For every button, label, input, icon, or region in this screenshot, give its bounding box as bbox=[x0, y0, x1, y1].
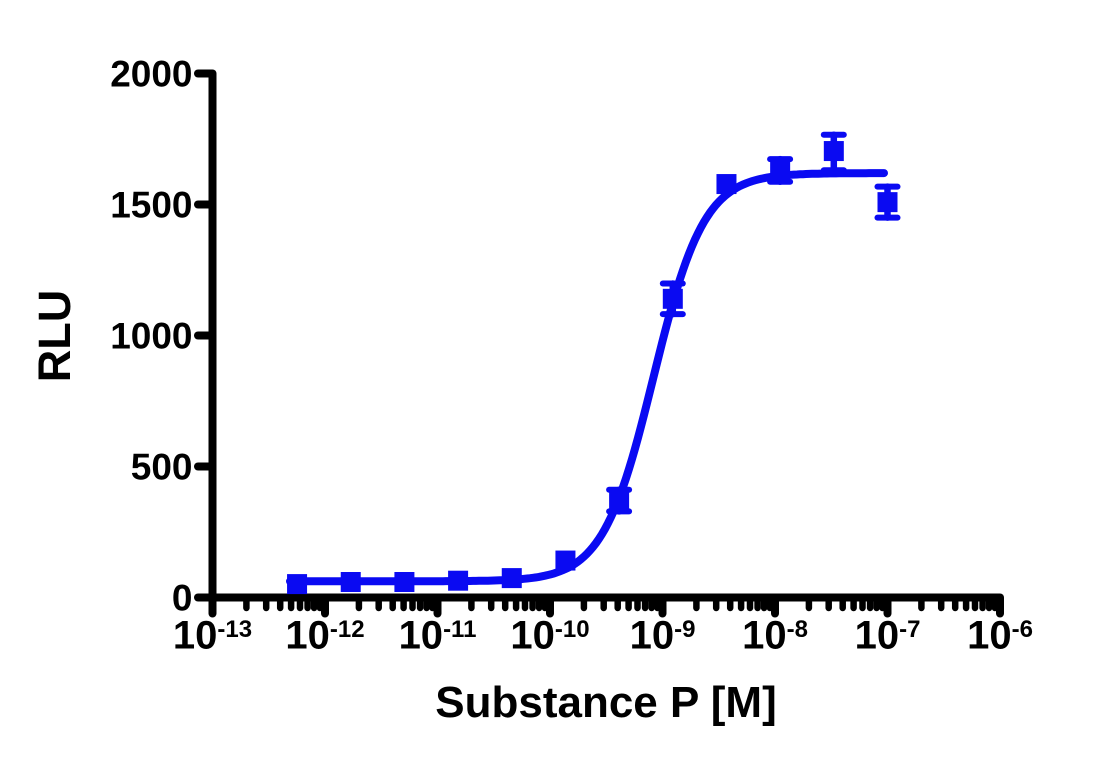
svg-text:10-8: 10-8 bbox=[742, 614, 808, 658]
svg-text:500: 500 bbox=[131, 447, 193, 488]
svg-text:10-7: 10-7 bbox=[855, 614, 921, 658]
svg-text:10-9: 10-9 bbox=[630, 614, 696, 658]
svg-text:10-12: 10-12 bbox=[285, 614, 364, 658]
svg-text:2000: 2000 bbox=[110, 54, 192, 95]
svg-text:10-10: 10-10 bbox=[510, 614, 589, 658]
svg-text:Substance P [M]: Substance P [M] bbox=[435, 678, 776, 727]
svg-text:RLU: RLU bbox=[29, 290, 80, 382]
svg-text:1000: 1000 bbox=[110, 316, 192, 357]
svg-text:1500: 1500 bbox=[110, 185, 192, 226]
svg-text:10-13: 10-13 bbox=[173, 614, 252, 658]
svg-text:10-11: 10-11 bbox=[399, 614, 477, 658]
svg-text:10-6: 10-6 bbox=[967, 614, 1033, 658]
svg-text:0: 0 bbox=[172, 578, 193, 619]
